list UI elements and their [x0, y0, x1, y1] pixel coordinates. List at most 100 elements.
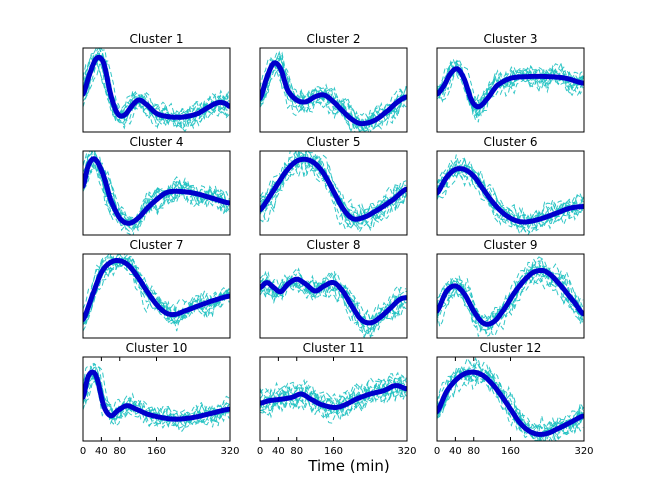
- member-profile-line: [437, 268, 584, 332]
- panel-title: Cluster 4: [129, 135, 183, 149]
- axes-frame: [82, 47, 231, 133]
- member-profile-line: [437, 167, 584, 235]
- panel-title: Cluster 5: [306, 135, 360, 149]
- x-tick-label: 0: [80, 446, 86, 457]
- x-tick-label: 160: [501, 446, 520, 457]
- axes-frame: [82, 253, 231, 339]
- cluster-mean-line: [437, 369, 584, 437]
- panel-title: Cluster 11: [303, 341, 365, 355]
- cluster-mean-line: [260, 276, 407, 326]
- cluster-mean-line: [83, 258, 230, 322]
- member-profile-line: [83, 151, 230, 229]
- member-profile-line: [83, 257, 230, 325]
- x-tick-label: 0: [257, 446, 263, 457]
- x-tick-label: 320: [397, 446, 416, 457]
- member-profile-line: [260, 278, 407, 330]
- cluster-panel: Cluster 6: [436, 135, 585, 236]
- panel-title: Cluster 2: [306, 32, 360, 46]
- cluster-mean-line: [83, 54, 230, 120]
- member-profile-line: [83, 255, 230, 325]
- plot-area: [83, 48, 230, 132]
- member-profile-line: [83, 366, 230, 427]
- member-profile-line: [260, 274, 407, 338]
- member-profile-line: [437, 58, 584, 118]
- member-profile-line: [437, 263, 584, 325]
- member-profile-line: [260, 277, 407, 333]
- panel-title: Cluster 6: [483, 135, 537, 149]
- member-profile-line: [83, 254, 230, 324]
- member-profile-line: [437, 365, 584, 441]
- member-profile-line: [437, 159, 584, 235]
- member-profile-line: [437, 154, 584, 230]
- cluster-mean-line: [437, 66, 584, 110]
- cluster-panel: Cluster 4: [82, 135, 231, 236]
- plot-area: [83, 362, 230, 432]
- member-profile-line: [83, 259, 230, 326]
- member-profile-line: [83, 52, 230, 132]
- member-profile-line: [260, 375, 407, 418]
- x-tick-label: 40: [272, 446, 285, 457]
- member-profile-line: [437, 68, 584, 117]
- member-profile-line: [83, 254, 230, 318]
- member-profile-line: [437, 60, 584, 108]
- cluster-panel: Cluster 7: [82, 238, 231, 339]
- cluster-panel: Cluster 3: [436, 32, 585, 133]
- cluster-panel: Cluster 9: [436, 238, 585, 339]
- member-profile-line: [83, 161, 230, 233]
- plot-area: [437, 154, 584, 235]
- x-tick-label: 80: [113, 446, 126, 457]
- x-tick-label: 320: [574, 446, 593, 457]
- member-profile-line: [437, 59, 584, 123]
- member-profile-line: [83, 365, 230, 432]
- member-profile-line: [260, 378, 407, 416]
- plot-area: [83, 254, 230, 332]
- axes-frame: [259, 150, 408, 236]
- cluster-panel: Cluster 2: [259, 32, 408, 133]
- axes-frame: [436, 47, 585, 133]
- cluster-panel: Cluster 5: [259, 135, 408, 236]
- member-profile-line: [260, 375, 407, 417]
- cluster-mean-line: [83, 369, 230, 422]
- cluster-panel: Cluster 12 0 40 80 160 320: [434, 341, 594, 457]
- member-profile-line: [260, 51, 407, 132]
- plot-area: [437, 58, 584, 123]
- panel-title: Cluster 7: [129, 238, 183, 252]
- axes-frame: [82, 150, 231, 236]
- member-profile-line: [437, 357, 584, 441]
- plot-area: [260, 50, 407, 132]
- axes-frame: [259, 253, 408, 339]
- panel-title: Cluster 10: [126, 341, 188, 355]
- member-profile-line: [260, 371, 407, 418]
- axes-frame: [436, 150, 585, 236]
- member-profile-line: [260, 384, 407, 418]
- x-tick-label: 40: [449, 446, 462, 457]
- member-profile-line: [83, 161, 230, 227]
- x-tick-label: 160: [147, 446, 166, 457]
- cluster-panel: Cluster 8: [259, 238, 408, 339]
- member-profile-line: [260, 272, 407, 329]
- member-profile-line: [260, 373, 407, 423]
- x-tick-label: 40: [95, 446, 108, 457]
- x-tick-label: 320: [220, 446, 239, 457]
- cluster-mean-line: [260, 60, 407, 127]
- cluster-panel: Cluster 10 0 40 80 160 320: [80, 341, 240, 457]
- member-profile-line: [260, 50, 407, 130]
- member-profile-line: [260, 377, 407, 416]
- member-profile-line: [260, 153, 407, 234]
- panel-title: Cluster 1: [129, 32, 183, 46]
- cluster-mean-line: [260, 383, 407, 410]
- plot-area: [437, 357, 584, 441]
- plot-area: [260, 267, 407, 338]
- member-profile-line: [437, 257, 584, 338]
- cluster-panel: Cluster 1: [82, 32, 231, 133]
- member-profile-line: [83, 63, 230, 127]
- cluster-mean-line: [437, 267, 584, 327]
- member-profile-line: [437, 168, 584, 233]
- member-profile-line: [437, 257, 584, 337]
- axes-frame: [436, 253, 585, 339]
- cluster-mean-line: [437, 166, 584, 225]
- x-tick-label: 160: [324, 446, 343, 457]
- member-profile-line: [260, 158, 407, 230]
- panel-title: Cluster 12: [480, 341, 542, 355]
